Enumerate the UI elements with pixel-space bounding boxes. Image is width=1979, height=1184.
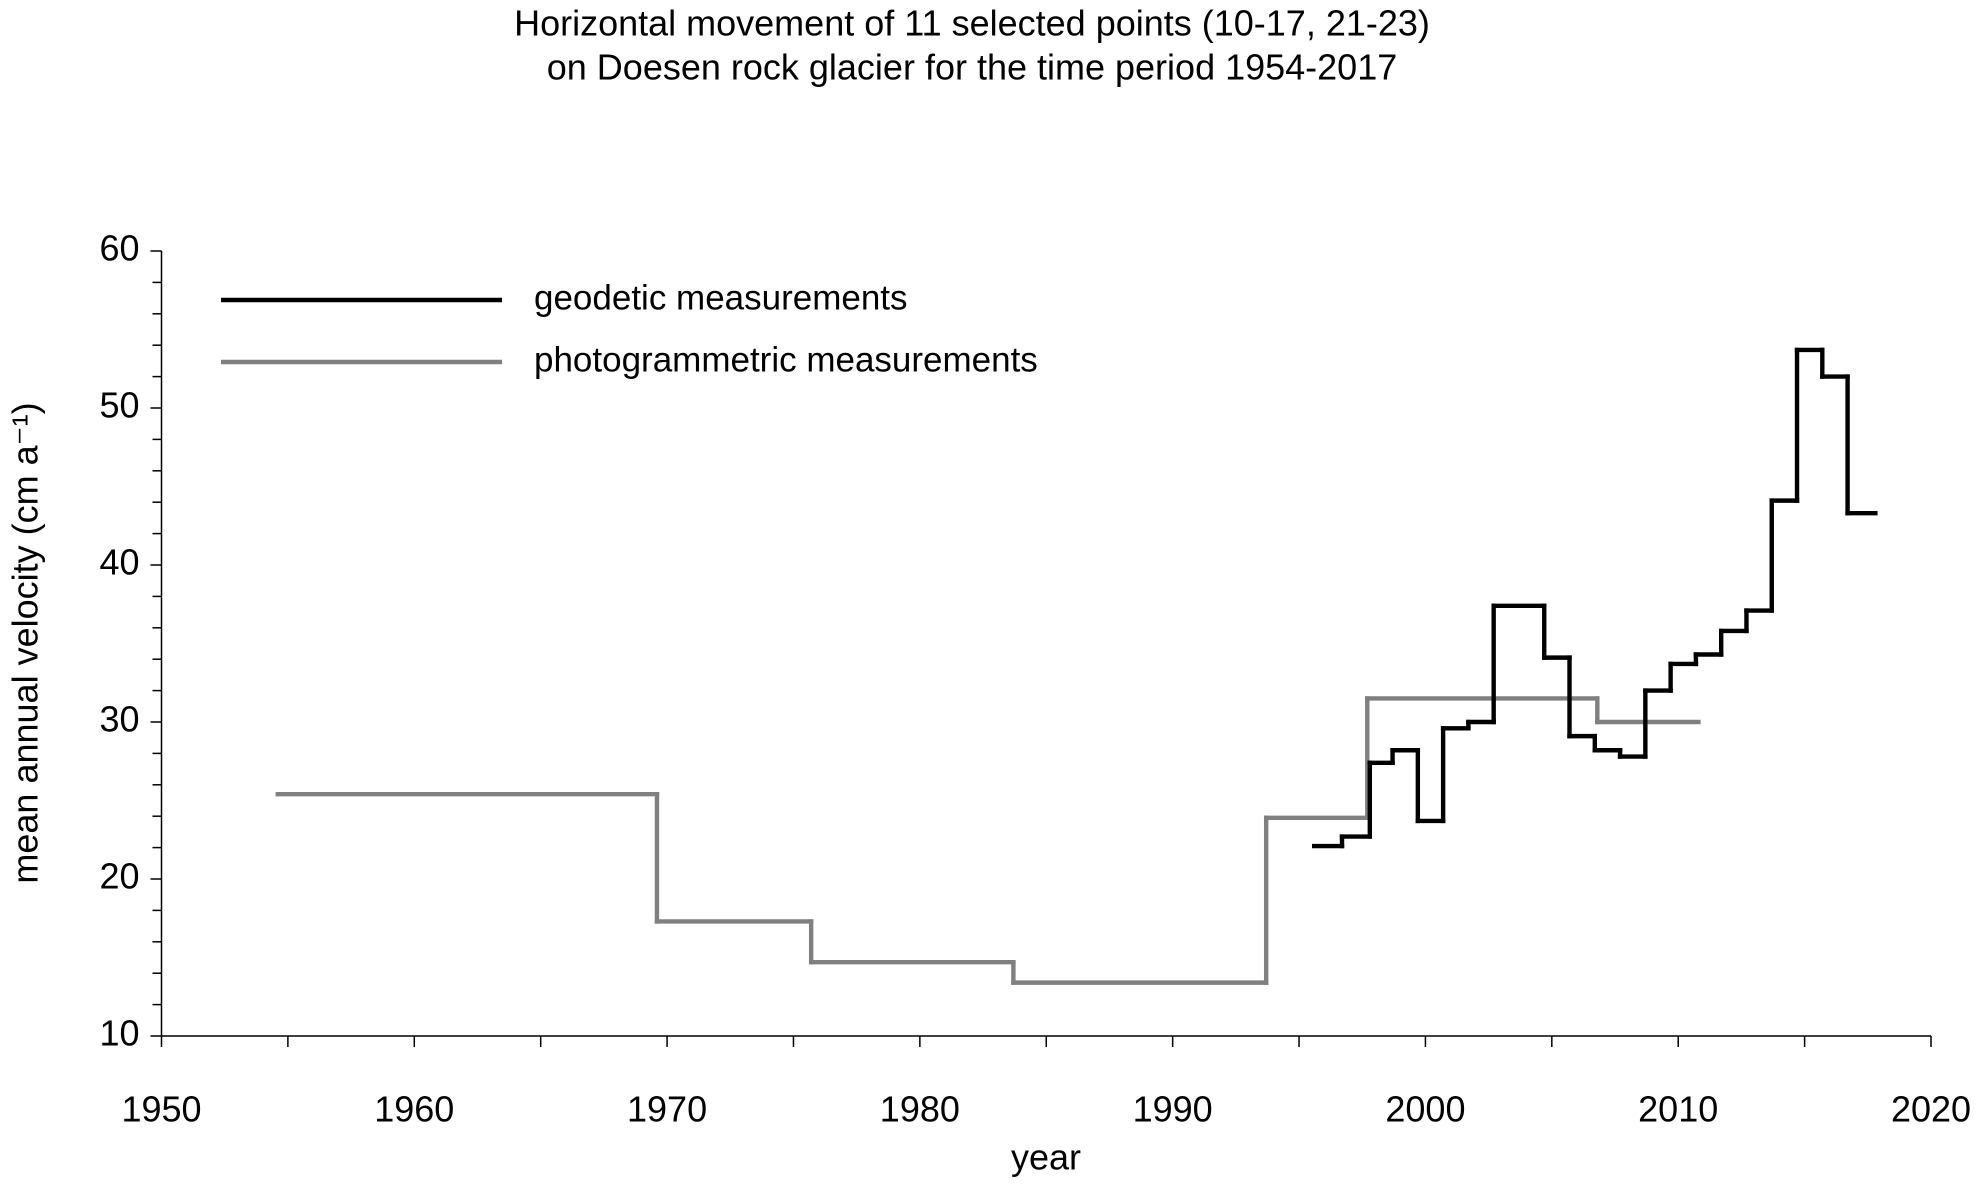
y-tick-label: 50 bbox=[99, 385, 139, 426]
y-tick-label: 20 bbox=[99, 856, 139, 897]
y-tick-label: 40 bbox=[99, 542, 139, 583]
x-tick-label: 2000 bbox=[1385, 1089, 1465, 1130]
x-tick-label: 1960 bbox=[374, 1089, 454, 1130]
x-tick-label: 2010 bbox=[1638, 1089, 1718, 1130]
y-tick-label: 10 bbox=[99, 1013, 139, 1054]
x-axis-label: year bbox=[1011, 1137, 1081, 1178]
chart-title: Horizontal movement of 11 selected point… bbox=[514, 3, 1430, 44]
legend-label: photogrammetric measurements bbox=[534, 340, 1038, 379]
y-tick-label: 30 bbox=[99, 699, 139, 740]
y-tick-label: 60 bbox=[99, 228, 139, 269]
x-tick-label: 1980 bbox=[880, 1089, 960, 1130]
x-tick-label: 1990 bbox=[1133, 1089, 1213, 1130]
x-tick-label: 1950 bbox=[121, 1089, 201, 1130]
chart-title: on Doesen rock glacier for the time peri… bbox=[547, 47, 1398, 88]
x-tick-label: 2020 bbox=[1891, 1089, 1971, 1130]
y-axis-label: mean annual velocity (cm a⁻¹) bbox=[5, 402, 46, 883]
x-tick-label: 1970 bbox=[627, 1089, 707, 1130]
legend-label: geodetic measurements bbox=[534, 278, 908, 317]
